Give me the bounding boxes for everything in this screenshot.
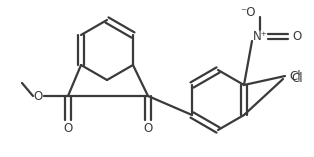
Text: O: O <box>63 122 73 135</box>
Text: Cl: Cl <box>291 73 303 86</box>
Text: N⁺: N⁺ <box>252 30 268 43</box>
Text: O: O <box>33 89 43 103</box>
Text: O: O <box>143 122 153 135</box>
Text: Cl: Cl <box>289 70 301 82</box>
Text: O: O <box>292 30 302 43</box>
Text: ⁻O: ⁻O <box>241 5 256 19</box>
